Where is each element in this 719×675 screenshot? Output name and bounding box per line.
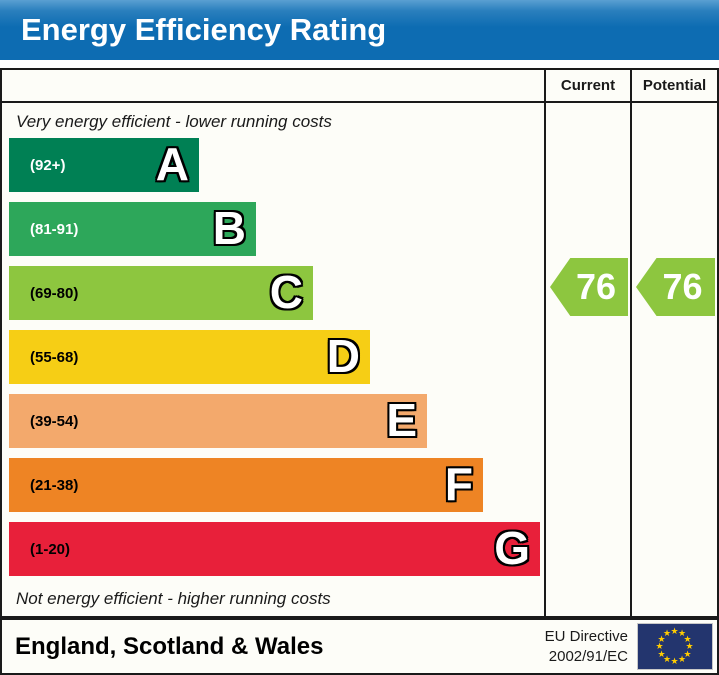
band-f-range: (21-38) [30,476,79,494]
band-f-letter: F [444,458,473,511]
band-a-range: (92+) [30,156,66,174]
bottom-note: Not energy efficient - higher running co… [16,589,331,608]
eu-flag-star: ★ [678,653,687,664]
top-note: Very energy efficient - lower running co… [16,112,332,131]
potential-rating-column: 76 [630,103,717,616]
eu-flag-star: ★ [657,633,666,644]
band-c-letter: C [269,266,303,319]
eu-flag-star: ★ [678,628,687,638]
rating-table: Current Potential Very energy efficient … [0,68,719,618]
region-label: England, Scotland & Wales [15,632,324,660]
band-a-letter: A [155,138,189,191]
band-row-b: (81-91) B [9,202,256,256]
eu-flag-star: ★ [670,656,679,666]
band-e-letter: E [386,394,417,447]
band-d-letter: D [326,330,360,383]
band-row-e: (39-54) E [9,394,427,448]
band-row-f: (21-38) F [9,458,483,512]
footer-bar: England, Scotland & Wales EU Directive 2… [0,618,719,675]
band-c-range: (69-80) [30,284,79,302]
band-d-range: (55-68) [30,348,79,366]
eu-flag-star: ★ [670,626,679,636]
band-g-letter: G [494,522,530,575]
eu-flag-star: ★ [663,628,672,638]
band-g-range: (1-20) [30,540,71,558]
potential-rating-arrow: 76 [636,258,715,316]
page-title: Energy Efficiency Rating [21,12,387,47]
eu-flag-star: ★ [657,648,666,659]
header-spacer-cell [2,70,544,103]
eu-flag-icon: ★ ★ ★ ★ ★ ★ ★ ★ ★ ★ ★ ★ [637,623,713,670]
eu-flag-star: ★ [685,641,694,651]
current-rating-column: 76 [544,103,630,616]
band-b-letter: B [212,202,246,255]
band-row-g: (1-20) G [9,522,540,576]
current-rating-arrow: 76 [550,258,628,316]
eu-flag-star: ★ [655,641,664,651]
bands-chart-area: Very energy efficient - lower running co… [2,103,544,616]
eu-directive-line2: 2002/91/EC [548,647,628,665]
eu-directive-label: EU Directive 2002/91/EC [545,627,628,667]
eu-flag-star: ★ [663,653,672,664]
band-row-c: (69-80) C [9,266,313,320]
eu-flag-star: ★ [683,648,692,659]
eu-flag-star: ★ [683,633,692,644]
eu-directive-line1: EU Directive [544,627,628,645]
band-b-range: (81-91) [30,220,79,238]
footer-right-group: EU Directive 2002/91/EC ★ ★ ★ ★ ★ ★ ★ ★ ★ ★ ★ ★ [545,623,717,670]
band-e-range: (39-54) [30,412,79,430]
band-row-a: (92+) A [9,138,199,192]
current-column-header: Current [544,70,630,103]
potential-column-header: Potential [630,70,717,103]
title-bar: Energy Efficiency Rating [0,0,719,60]
band-row-d: (55-68) D [9,330,370,384]
